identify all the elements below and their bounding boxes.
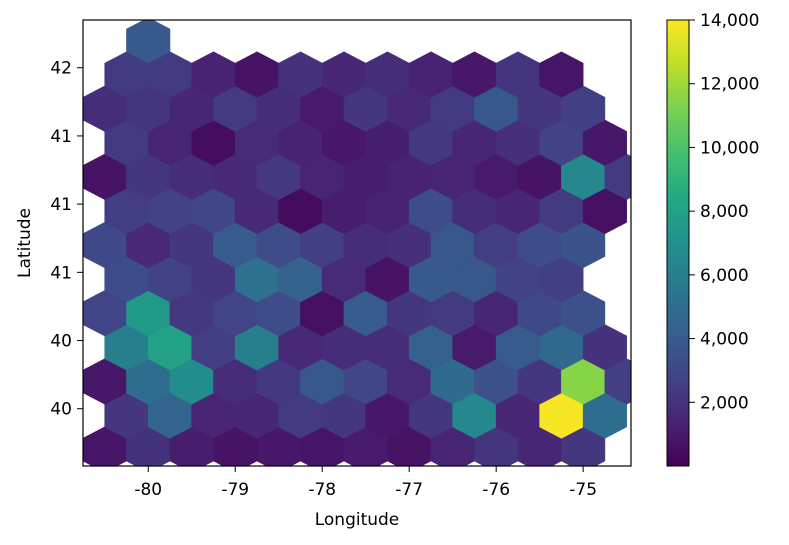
y-axis: 40 40 41 41 41 42	[50, 59, 83, 420]
colorbar-tick-label: 8,000	[700, 202, 749, 222]
colorbar-axis: 2,000 4,000 6,000 8,000 10,000 12,000 14,000	[689, 11, 759, 413]
x-tick-label: -80	[134, 480, 162, 500]
colorbar-tick-label: 10,000	[700, 138, 759, 158]
plot-frame	[82, 19, 632, 467]
y-axis-title: Latitude	[15, 208, 35, 278]
hexbin-cell	[126, 20, 171, 64]
colorbar-tick-label: 6,000	[700, 266, 749, 286]
colorbar-tick-label: 14,000	[700, 11, 759, 31]
y-tick-label: 40	[50, 332, 72, 352]
hexbin-cell	[539, 51, 584, 98]
y-tick-label: 40	[50, 400, 72, 420]
y-tick-label: 41	[50, 263, 72, 283]
hexbin-cells	[83, 20, 631, 466]
x-tick-label: -76	[482, 480, 510, 500]
y-tick-label: 41	[50, 127, 72, 147]
colorbar-tick-label: 2,000	[700, 393, 749, 413]
x-axis: -80 -79 -78 -77 -76 -75	[134, 466, 597, 500]
colorbar	[666, 19, 690, 467]
y-tick-label: 42	[50, 59, 72, 79]
colorbar-tick-label: 12,000	[700, 75, 759, 95]
colorbar-tick-label: 4,000	[700, 330, 749, 350]
x-tick-label: -79	[221, 480, 249, 500]
x-tick-label: -78	[308, 480, 336, 500]
x-tick-label: -77	[395, 480, 423, 500]
y-tick-label: 41	[50, 195, 72, 215]
x-tick-label: -75	[569, 480, 597, 500]
x-axis-title: Longitude	[315, 510, 400, 530]
